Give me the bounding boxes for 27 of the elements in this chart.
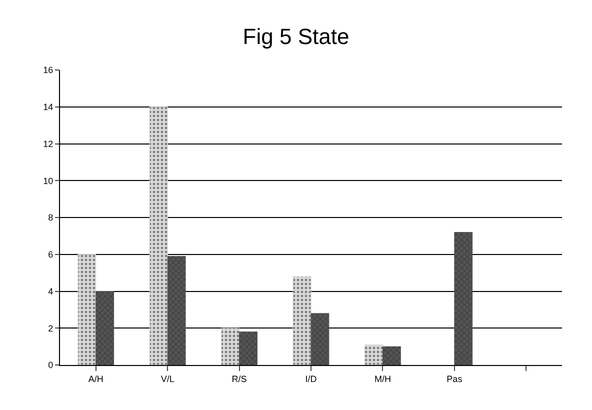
- x-tick-label: R/S: [232, 374, 247, 384]
- bar: [239, 332, 258, 365]
- x-tick-label: V/L: [160, 374, 174, 384]
- y-tick-label: 2: [48, 323, 54, 334]
- y-tick-label: 4: [48, 286, 54, 296]
- x-tick-label: M/H: [374, 374, 391, 384]
- bar: [221, 328, 240, 365]
- bar: [382, 346, 401, 365]
- y-tick-label: 16: [43, 65, 54, 76]
- bar: [78, 254, 96, 365]
- bar: [96, 291, 114, 365]
- y-tick-label: 8: [48, 212, 54, 223]
- x-tick-label: I/D: [305, 374, 318, 384]
- x-tick-label: Pas: [446, 374, 463, 384]
- y-tick-label: 12: [43, 138, 54, 149]
- bar: [149, 106, 168, 365]
- bar: [454, 232, 473, 365]
- y-tick-label: 6: [48, 250, 54, 260]
- y-tick-label: 10: [43, 176, 54, 186]
- bar: [310, 313, 330, 365]
- bar: [364, 344, 383, 365]
- y-tick-label: 0: [48, 360, 54, 370]
- y-tick-label: 14: [43, 102, 54, 112]
- bar: [167, 256, 186, 365]
- bar: [292, 276, 312, 365]
- x-tick-label: A/H: [88, 374, 104, 384]
- chart-title: Fig 5 State: [242, 24, 350, 50]
